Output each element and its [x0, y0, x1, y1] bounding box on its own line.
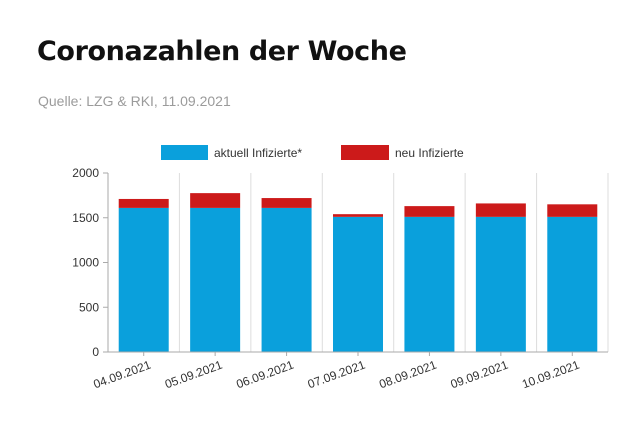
bar-neu-infizierte — [261, 198, 312, 208]
chart-title: Coronazahlen der Woche — [37, 36, 407, 67]
x-tick-label: 04.09.2021 — [92, 358, 154, 392]
source-note: Quelle: LZG & RKI, 11.09.2021 — [38, 93, 231, 109]
x-tick-label: 08.09.2021 — [377, 358, 439, 392]
bar-aktuell-infizierte — [190, 207, 241, 352]
bar-aktuell-infizierte — [261, 207, 312, 352]
bar-neu-infizierte — [333, 214, 383, 217]
bar-aktuell-infizierte — [547, 216, 598, 352]
y-tick-label: 1500 — [72, 211, 99, 225]
grid-lines — [178, 173, 609, 352]
x-tick-label: 06.09.2021 — [234, 358, 296, 392]
bar-neu-infizierte — [547, 204, 598, 217]
legend: aktuell Infizierte* neu Infizierte — [161, 145, 464, 160]
bar-neu-infizierte — [118, 198, 169, 208]
legend-swatch-aktuell-infizierte — [161, 145, 208, 160]
legend-label-aktuell-infizierte: aktuell Infizierte* — [214, 146, 302, 160]
x-tick-label: 10.09.2021 — [520, 358, 582, 392]
y-tick-label: 500 — [79, 300, 99, 314]
x-tick-label: 09.09.2021 — [449, 358, 511, 392]
bars — [118, 193, 598, 352]
bar-neu-infizierte — [475, 203, 526, 217]
legend-label-neu-infizierte: neu Infizierte — [395, 146, 464, 160]
y-tick-label: 2000 — [72, 166, 99, 180]
legend-swatch-neu-infizierte — [341, 145, 389, 160]
x-tick-label: 05.09.2021 — [163, 358, 225, 392]
bar-neu-infizierte — [404, 206, 455, 217]
bar-aktuell-infizierte — [404, 216, 455, 352]
bar-aktuell-infizierte — [118, 207, 169, 352]
bar-aktuell-infizierte — [475, 216, 526, 352]
bar-aktuell-infizierte — [333, 216, 383, 352]
bar-neu-infizierte — [190, 193, 241, 208]
y-tick-label: 0 — [92, 345, 99, 359]
y-tick-label: 1000 — [72, 256, 99, 270]
x-tick-label: 07.09.2021 — [306, 358, 368, 392]
